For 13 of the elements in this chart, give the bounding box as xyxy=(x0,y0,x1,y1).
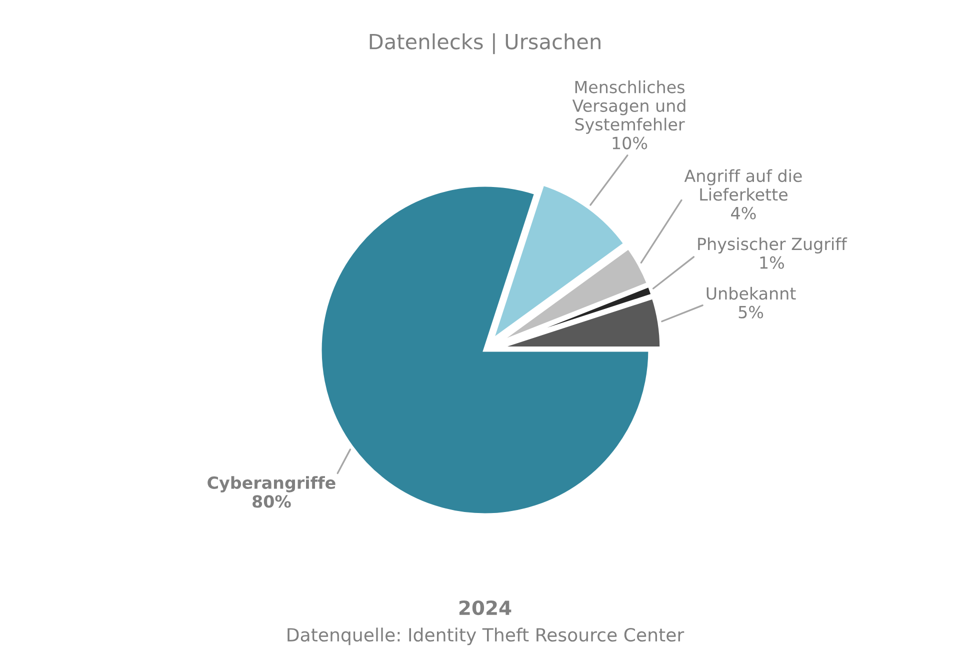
data-label: 1% xyxy=(760,256,784,269)
data-label: 80% xyxy=(252,495,291,508)
data-label: 5% xyxy=(738,306,764,318)
text: 2024 xyxy=(459,600,512,616)
slice-label: Angriff auf die Lieferkette xyxy=(684,169,802,201)
slice-label: Menschliches Versagen und Systemfehler xyxy=(572,80,686,134)
slice-label: Unbekannt xyxy=(706,286,796,300)
slice-label: Cyberangriffe xyxy=(208,476,336,492)
data-label: 10% xyxy=(612,136,648,150)
chart-title: Datenlecks | Ursachen xyxy=(370,33,600,54)
slice-label: Physischer Zugriff xyxy=(698,237,848,254)
data-label: 4% xyxy=(731,206,756,220)
text: Datenquelle: Identity Theft Resource Center xyxy=(288,628,684,646)
